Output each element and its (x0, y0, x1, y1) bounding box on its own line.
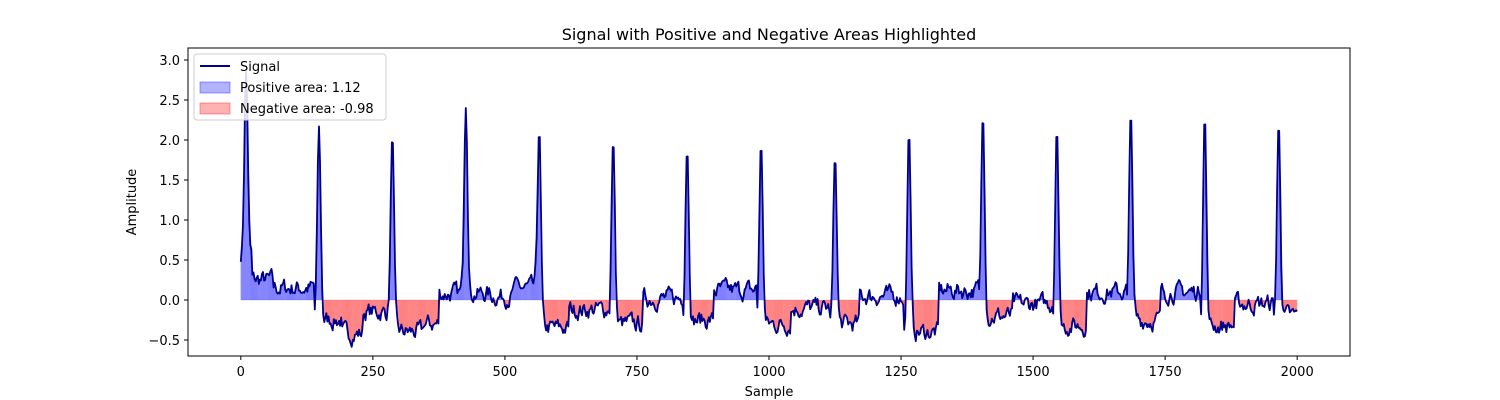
x-axis: 0 250 500 750 1000 1250 1500 1750 2000 (237, 356, 1314, 380)
x-tick-label: 1250 (884, 365, 917, 380)
legend: Signal Positive area: 1.12 Negative area: … (193, 53, 387, 121)
legend-label: Negative area: -0.98 (240, 102, 374, 117)
y-axis: −0.5 0.0 0.5 1.0 1.5 2.0 2.5 3.0 (148, 54, 188, 349)
legend-box (193, 53, 387, 121)
plot-area (239, 71, 1298, 348)
y-tick-label: 1.0 (159, 214, 180, 229)
x-tick-label: 250 (360, 365, 385, 380)
y-tick-label: 2.0 (159, 134, 180, 149)
y-tick-label: 1.5 (159, 174, 180, 189)
y-tick-label: 0.5 (159, 254, 180, 269)
x-tick-label: 1000 (752, 365, 785, 380)
legend-patch-swatch (199, 102, 231, 115)
x-tick-label: 750 (625, 365, 650, 380)
x-tick-label: 500 (492, 365, 517, 380)
x-tick-label: 1750 (1149, 365, 1182, 380)
chart-title: Signal with Positive and Negative Areas … (562, 25, 977, 44)
legend-label: Positive area: 1.12 (240, 81, 361, 96)
y-axis-label: Amplitude (125, 169, 140, 236)
signal-line (239, 71, 1298, 348)
x-tick-label: 2000 (1281, 365, 1314, 380)
x-tick-label: 1500 (1017, 365, 1050, 380)
x-tick-label: 0 (237, 365, 245, 380)
y-tick-label: 0.0 (159, 294, 180, 309)
legend-label: Signal (240, 60, 280, 75)
y-tick-label: 3.0 (159, 54, 180, 69)
legend-patch-swatch (199, 81, 231, 94)
x-axis-label: Sample (745, 385, 794, 400)
y-tick-label: 2.5 (159, 94, 180, 109)
y-tick-label: −0.5 (148, 334, 180, 349)
